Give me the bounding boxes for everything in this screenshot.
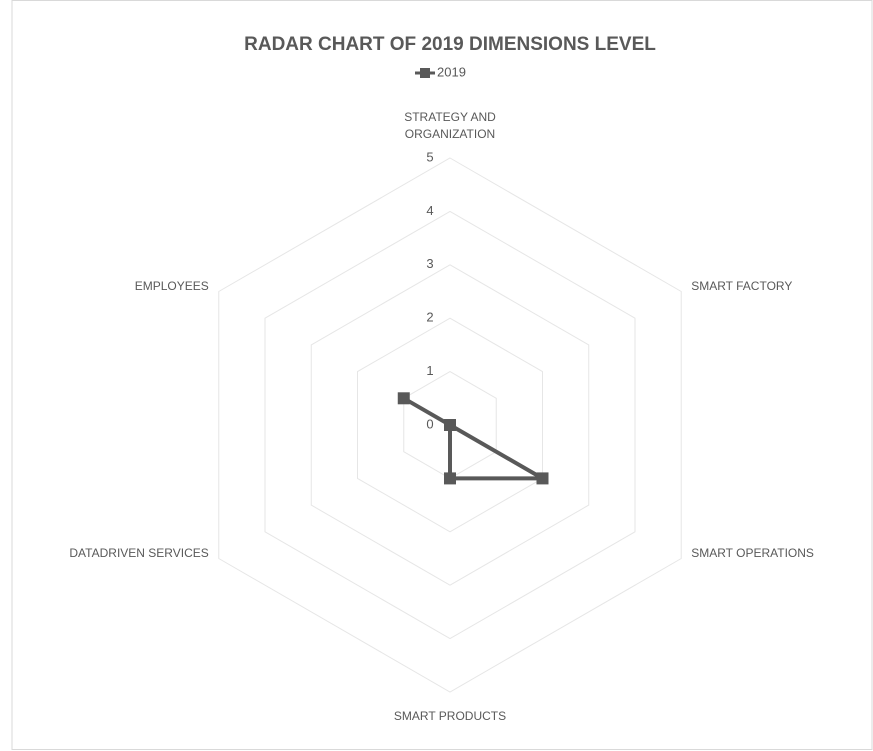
grid-ring: [218, 157, 682, 693]
tick-label: 1: [426, 363, 433, 378]
tick-label: 3: [426, 256, 433, 271]
grid-ring: [310, 264, 590, 586]
axis-label: SMART PRODUCTS: [393, 708, 507, 723]
marker: [444, 472, 456, 485]
marker: [397, 392, 410, 405]
grid-ring: [357, 317, 543, 533]
axis-label: EMPLOYEES: [134, 279, 209, 293]
chart-title: RADAR CHART OF 2019 DIMENSIONS LEVEL: [244, 34, 656, 55]
series-line: [401, 396, 545, 481]
axis-label: SMART OPERATIONS: [691, 546, 814, 560]
marker: [536, 472, 549, 485]
marker: [444, 419, 456, 431]
tick-label: 5: [426, 149, 433, 164]
axis-label: SMART FACTORY: [691, 279, 793, 293]
axis-label: STRATEGY AND ORGANIZATION: [404, 110, 496, 141]
chart-frame: [11, 0, 873, 750]
tick-label: 2: [426, 310, 433, 325]
legend-marker: [420, 68, 430, 78]
legend-label: 2019: [437, 64, 466, 79]
axis-label: DATADRIVEN SERVICES: [69, 546, 209, 560]
tick-label: 0: [426, 416, 433, 431]
tick-label: 4: [426, 203, 433, 218]
grid-ring: [264, 210, 636, 640]
